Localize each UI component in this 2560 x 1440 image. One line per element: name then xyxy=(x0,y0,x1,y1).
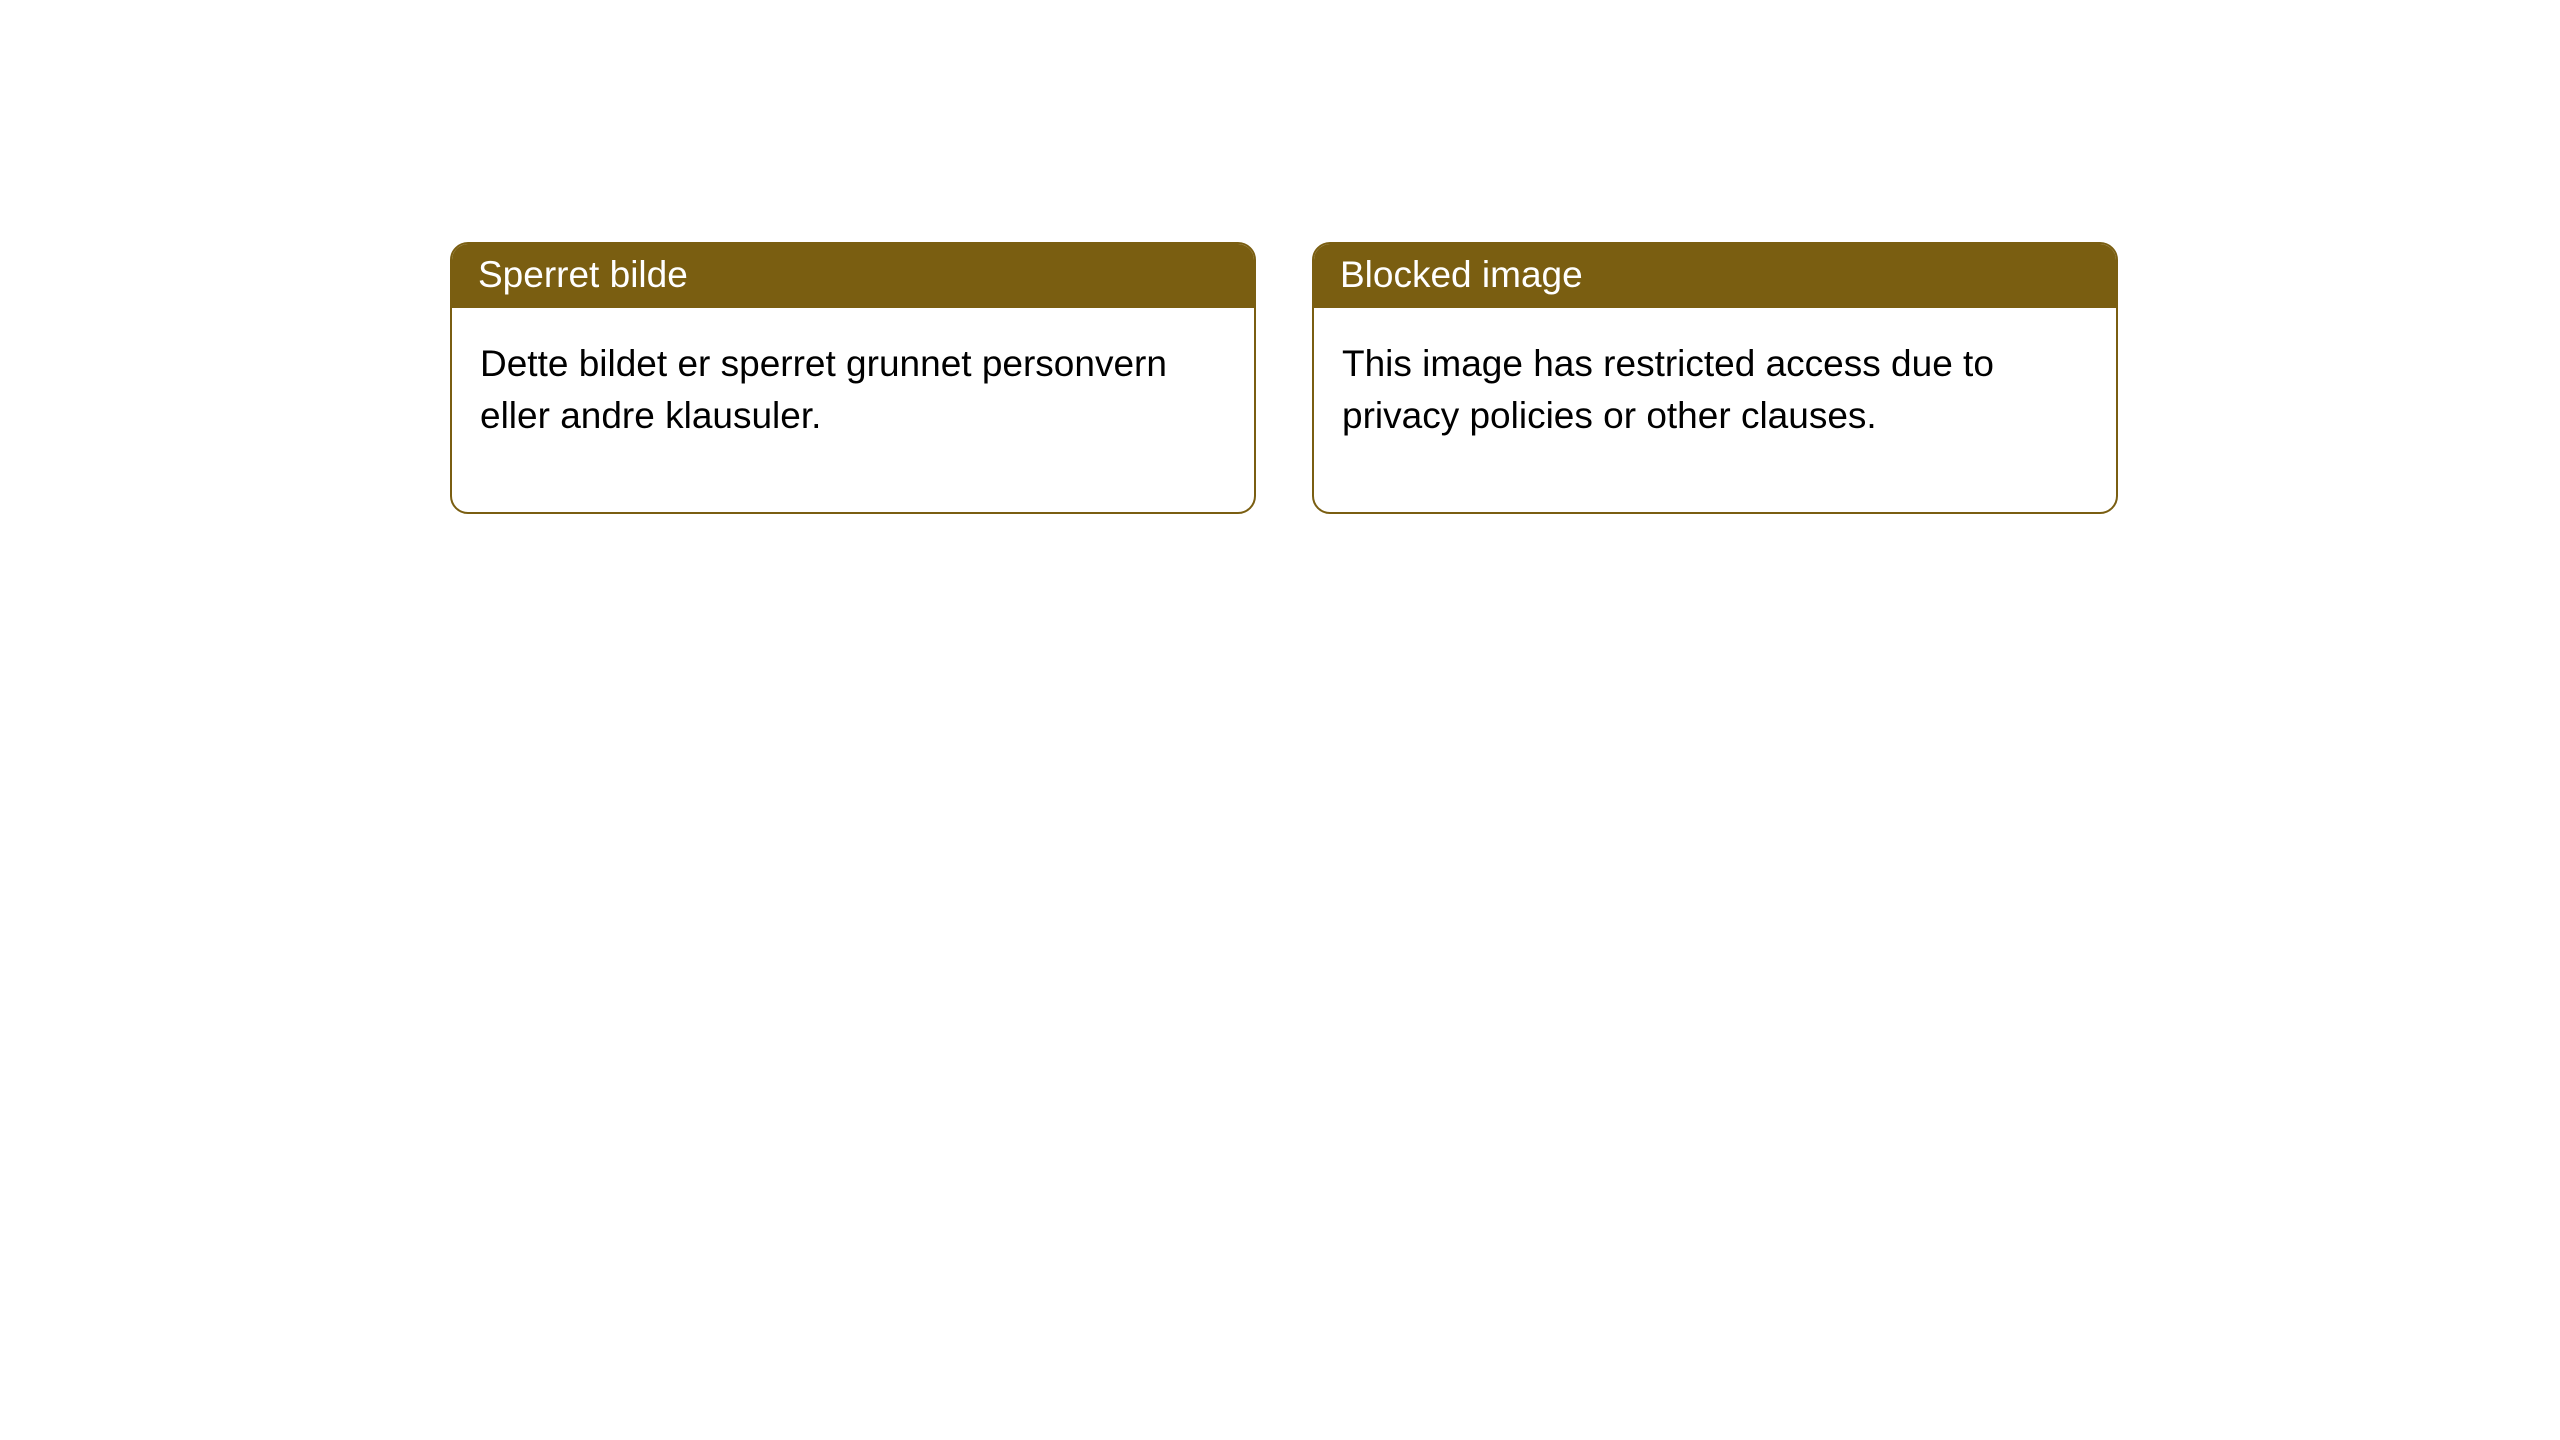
card-title: Sperret bilde xyxy=(478,254,688,295)
card-header: Sperret bilde xyxy=(452,244,1254,308)
notice-container: Sperret bilde Dette bildet er sperret gr… xyxy=(0,0,2560,514)
card-title: Blocked image xyxy=(1340,254,1583,295)
notice-card-english: Blocked image This image has restricted … xyxy=(1312,242,2118,514)
card-body-text: Dette bildet er sperret grunnet personve… xyxy=(480,343,1167,436)
notice-card-norwegian: Sperret bilde Dette bildet er sperret gr… xyxy=(450,242,1256,514)
card-body-text: This image has restricted access due to … xyxy=(1342,343,1994,436)
card-header: Blocked image xyxy=(1314,244,2116,308)
card-body: This image has restricted access due to … xyxy=(1314,308,2116,512)
card-body: Dette bildet er sperret grunnet personve… xyxy=(452,308,1254,512)
